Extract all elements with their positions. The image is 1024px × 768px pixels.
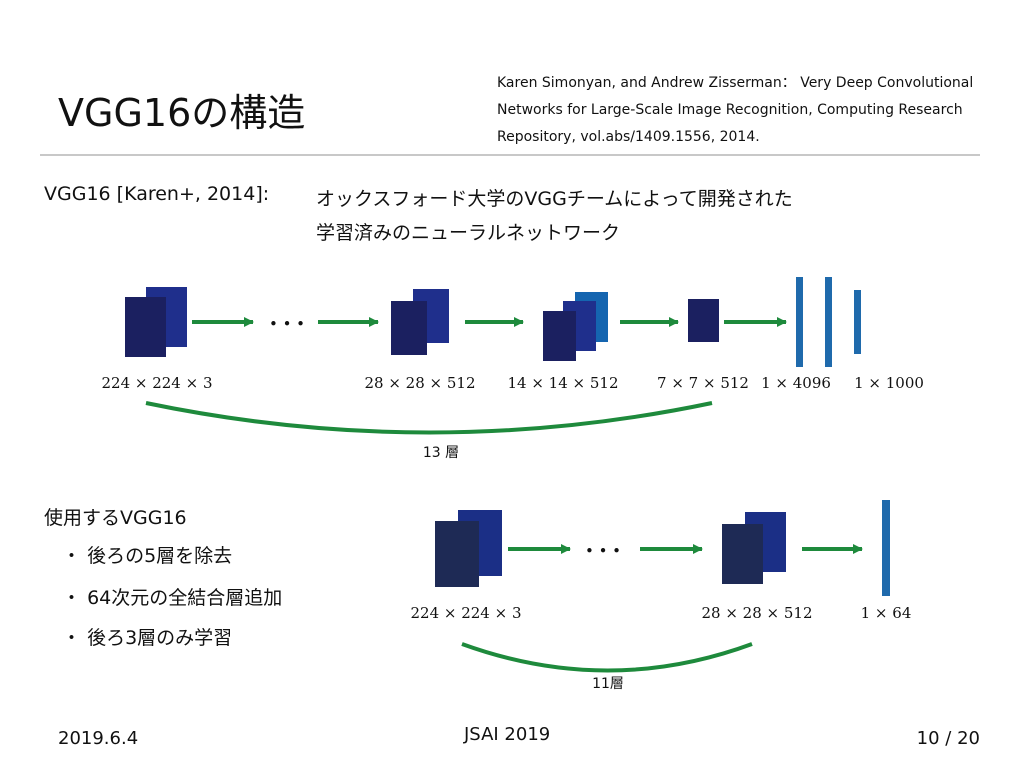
- size-label: 1 × 64: [861, 604, 912, 622]
- footer-page-number: 10 / 20: [916, 728, 980, 749]
- page-title: VGG16の構造: [58, 91, 306, 135]
- reference-line: Karen Simonyan, and Andrew Zisserman： Ve…: [497, 75, 974, 91]
- footer-date: 2019.6.4: [58, 728, 139, 749]
- size-label: 28 × 28 × 512: [364, 374, 475, 392]
- size-label: 1 × 1000: [854, 374, 924, 392]
- input-block-front: [125, 297, 166, 357]
- input-block-front: [435, 521, 479, 587]
- bullet-text: 後ろ3層のみ学習: [87, 627, 233, 649]
- fc-layer-bar: [825, 277, 832, 367]
- top-diagram: • • • 224 × 224 × 3 28 × 28 × 512 14 × 1…: [101, 277, 924, 461]
- feature-block-front: [543, 311, 576, 361]
- size-label: 224 × 224 × 3: [101, 374, 212, 392]
- ellipsis-dots: • • •: [269, 315, 305, 333]
- bullet-item: ・ 64次元の全結合層追加: [62, 583, 282, 610]
- layer-count-label: 11層: [592, 676, 624, 692]
- reference-citation: Karen Simonyan, and Andrew Zisserman： Ve…: [497, 70, 973, 151]
- layer-count-label: 13 層: [423, 445, 459, 461]
- description-line: オックスフォード大学のVGGチームによって開発された: [316, 188, 793, 210]
- title-divider: [40, 154, 980, 156]
- bullet-item: ・ 後ろ3層のみ学習: [62, 623, 232, 650]
- layer-span-bracket: [145, 401, 713, 435]
- size-label: 7 × 7 × 512: [657, 374, 749, 392]
- bullet-text: 64次元の全結合層追加: [87, 587, 283, 609]
- size-label: 1 × 4096: [761, 374, 831, 392]
- feature-block-front: [391, 301, 427, 355]
- reference-line: Repository, vol.abs/1409.1556, 2014.: [497, 129, 760, 145]
- fc-layer-bar: [796, 277, 803, 367]
- bullet-marker: ・: [62, 627, 82, 649]
- reference-line: Networks for Large-Scale Image Recogniti…: [497, 102, 963, 118]
- layer-span-bracket: [461, 642, 753, 673]
- bullet-marker: ・: [62, 587, 82, 609]
- ellipsis-dots: • • •: [585, 542, 621, 560]
- vgg-label: VGG16 [Karen+, 2014]:: [44, 183, 270, 205]
- feature-block-front: [722, 524, 763, 584]
- bullet-item: ・ 後ろの5層を除去: [62, 541, 232, 568]
- size-label: 14 × 14 × 512: [507, 374, 618, 392]
- size-label: 224 × 224 × 3: [410, 604, 521, 622]
- usage-title: 使用するVGG16: [44, 507, 187, 529]
- vgg-description: オックスフォード大学のVGGチームによって開発された 学習済みのニューラルネット…: [316, 182, 793, 250]
- size-label: 28 × 28 × 512: [701, 604, 812, 622]
- bullet-marker: ・: [62, 545, 82, 567]
- description-line: 学習済みのニューラルネットワーク: [316, 222, 621, 244]
- fc-layer-bar: [882, 500, 890, 596]
- bottom-diagram: • • • 224 × 224 × 3 28 × 28 × 512 1 × 64…: [410, 500, 911, 692]
- footer-venue: JSAI 2019: [464, 724, 551, 745]
- bullet-text: 後ろの5層を除去: [87, 545, 233, 567]
- feature-block: [688, 299, 719, 342]
- fc-layer-bar: [854, 290, 861, 354]
